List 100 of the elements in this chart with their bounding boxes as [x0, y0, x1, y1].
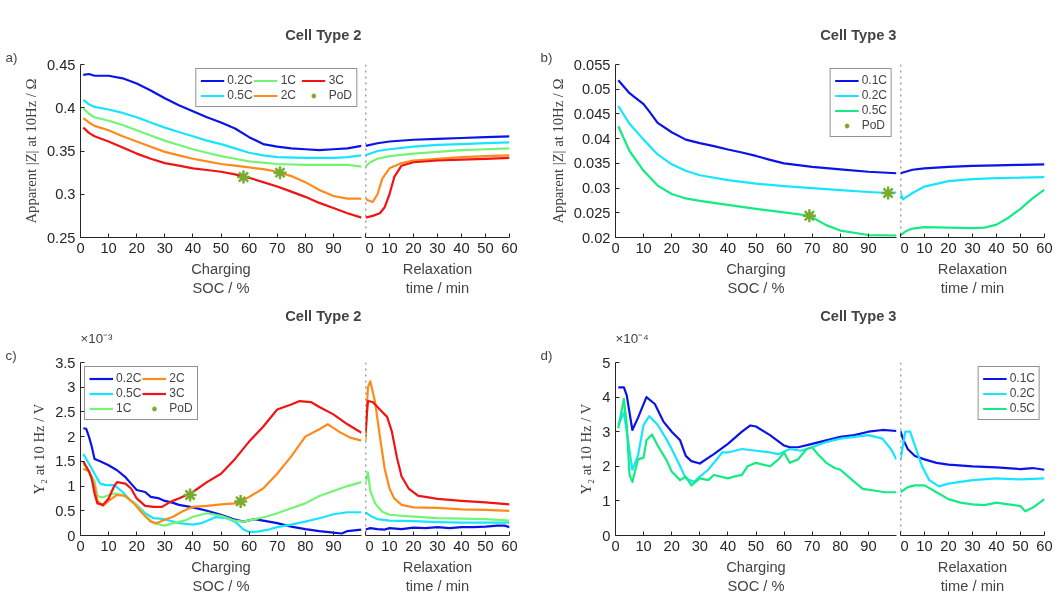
y-tick-label: 0.5: [55, 502, 76, 519]
y-tick-label: 0.04: [581, 130, 611, 147]
x-tick-label: 30: [429, 537, 446, 554]
legend-label: 0.5C: [1009, 401, 1035, 415]
legend-label: 0.2C: [116, 371, 142, 385]
x-axis-title: Charging SOC / %: [726, 260, 786, 296]
y-tick-label: 4: [602, 389, 611, 406]
x-tick-label: 60: [501, 537, 518, 554]
x-tick-label: 60: [775, 239, 793, 256]
x-tick-label: 0: [365, 537, 374, 554]
x-tick-label: 10: [635, 239, 652, 256]
x-tick-label: 60: [1036, 537, 1053, 554]
x-tick-label: 10: [916, 239, 933, 256]
x-tick-label: 40: [719, 239, 737, 256]
y-tick-label: 2: [67, 428, 76, 445]
legend-label: 2C: [280, 88, 297, 102]
x-tick-label: 10: [381, 239, 398, 256]
x-axis-title: Charging SOC / %: [191, 260, 251, 296]
y-tick-label: 5: [602, 354, 611, 371]
legend-label: 3C: [328, 73, 345, 87]
legend-label: 3C: [169, 386, 186, 400]
y-tick-label: 1.5: [55, 453, 76, 470]
text: c): [5, 347, 17, 363]
y-axis-title: Y₂ at 10 Hz / V: [578, 403, 595, 495]
y-tick-label: 1: [67, 478, 76, 495]
x-tick-label: 50: [477, 239, 494, 256]
x-tick-label: 20: [405, 537, 422, 554]
x-tick-label: 50: [477, 537, 494, 554]
y-tick-label: 0.02: [581, 229, 611, 246]
x-tick-label: 60: [501, 239, 518, 256]
x-tick-label: 40: [719, 537, 737, 554]
x-axis-title: Relaxation time / min: [937, 558, 1008, 594]
x-tick-label: 30: [691, 537, 708, 554]
x-tick-label: 70: [804, 239, 821, 256]
legend-label: 0.1C: [861, 73, 887, 87]
x-tick-label: 80: [297, 537, 314, 554]
text: ×10⁻³: [80, 330, 114, 346]
y-tick-label: 0.45: [46, 56, 76, 73]
y-tick-label: 3: [602, 423, 611, 440]
x-tick-label: 50: [747, 537, 765, 554]
y-axis-title: Y₂ at 10 Hz / V: [31, 403, 48, 495]
x-tick-label: 0: [365, 239, 374, 256]
x-tick-label: 30: [691, 239, 708, 256]
x-tick-label: 90: [325, 239, 342, 256]
y-tick-label: 0.035: [573, 155, 611, 172]
x-tick-label: 70: [804, 537, 821, 554]
x-tick-label: 30: [964, 239, 981, 256]
x-tick-label: 60: [240, 239, 258, 256]
x-tick-label: 20: [940, 239, 957, 256]
legend-label: 0.2C: [227, 73, 253, 87]
x-tick-label: 70: [269, 239, 286, 256]
x-tick-label: 10: [100, 239, 117, 256]
x-tick-label: 40: [184, 537, 202, 554]
x-tick-label: 50: [212, 537, 230, 554]
x-tick-label: 60: [1036, 239, 1053, 256]
y-tick-label: 0.025: [573, 204, 611, 221]
text: d): [540, 347, 553, 363]
x-axis-title: Relaxation time / min: [937, 260, 1008, 296]
y-tick-label: 0.045: [573, 105, 611, 122]
x-tick-label: 40: [453, 537, 470, 554]
x-tick-label: 10: [381, 537, 398, 554]
x-tick-label: 10: [916, 537, 933, 554]
x-tick-label: 40: [453, 239, 470, 256]
x-tick-label: 90: [860, 537, 877, 554]
x-tick-label: 20: [663, 537, 680, 554]
y-tick-label: 3.5: [55, 354, 76, 371]
x-tick-label: 40: [988, 537, 1005, 554]
x-tick-label: 80: [297, 239, 314, 256]
x-tick-label: 50: [1012, 239, 1029, 256]
x-tick-label: 10: [635, 537, 652, 554]
x-axis-title: Relaxation time / min: [402, 558, 473, 594]
x-tick-label: 10: [100, 537, 117, 554]
x-tick-label: 20: [405, 239, 422, 256]
y-axis-title: Apparent |Z| at 10Hz / Ω: [549, 78, 566, 224]
legend-label: 1C: [280, 73, 297, 87]
y-tick-label: 2.5: [55, 403, 76, 420]
x-tick-label: 30: [156, 537, 173, 554]
y-tick-label: 0.03: [581, 180, 611, 197]
y-tick-label: 1: [602, 492, 611, 509]
x-tick-label: 30: [156, 239, 173, 256]
x-tick-label: 20: [128, 537, 145, 554]
y-tick-label: 2: [602, 458, 611, 475]
x-tick-label: 30: [964, 537, 981, 554]
text: b): [540, 49, 553, 65]
legend-label: 0.2C: [1009, 386, 1035, 400]
x-axis-title: Charging SOC / %: [726, 558, 786, 594]
x-tick-label: 40: [184, 239, 202, 256]
legend-label: 0.1C: [1009, 371, 1035, 385]
x-tick-label: 20: [940, 537, 957, 554]
legend-label: PoD: [328, 88, 352, 102]
x-tick-label: 20: [663, 239, 680, 256]
y-tick-label: 0.05: [581, 81, 611, 98]
chart-title: Cell Type 3: [820, 26, 897, 43]
legend-label: 0.5C: [861, 103, 887, 117]
text: ×10⁻⁴: [615, 330, 650, 346]
legend-label: PoD: [861, 118, 885, 132]
legend-label: 0.5C: [227, 88, 253, 102]
y-tick-label: 0.4: [55, 99, 76, 116]
y-tick-label: 0.3: [55, 186, 76, 203]
legend-label: 2C: [169, 371, 186, 385]
